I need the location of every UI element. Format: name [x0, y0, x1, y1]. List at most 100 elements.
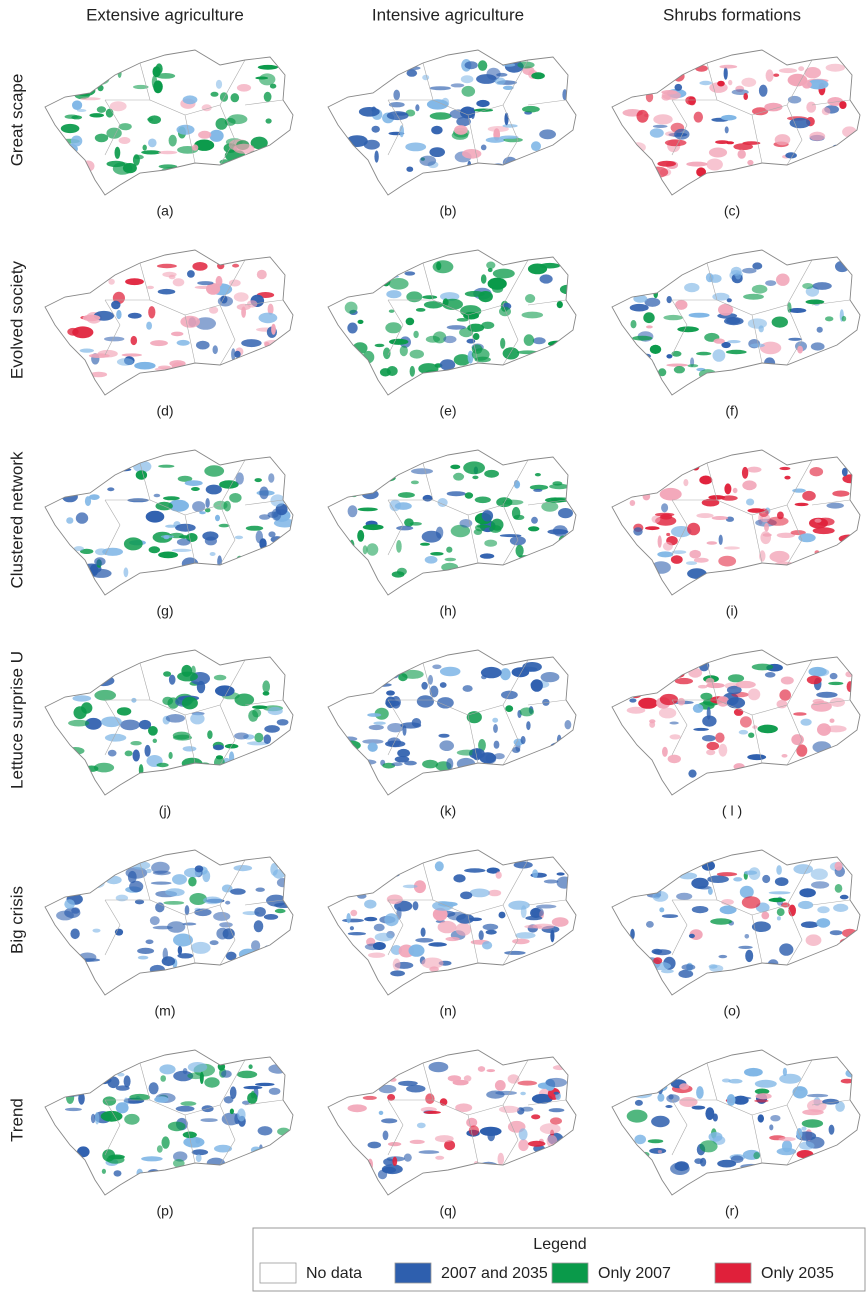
- patch: [173, 1159, 185, 1168]
- patch: [363, 139, 380, 150]
- patch: [138, 719, 152, 730]
- patch: [177, 953, 194, 959]
- patch: [389, 669, 400, 679]
- patch: [790, 530, 806, 536]
- patch: [150, 881, 172, 885]
- patch: [61, 491, 78, 503]
- patch: [183, 1136, 205, 1148]
- patch: [495, 871, 502, 879]
- patch: [114, 146, 121, 159]
- patch: [403, 1153, 412, 1162]
- patch: [372, 942, 386, 950]
- patch: [643, 312, 655, 324]
- province-border: [244, 99, 284, 106]
- patch: [544, 547, 559, 559]
- province-border: [422, 462, 479, 564]
- patch: [445, 936, 460, 942]
- patch: [176, 339, 190, 346]
- patch: [700, 692, 713, 701]
- patch: [150, 340, 168, 347]
- patch: [167, 921, 186, 933]
- patch: [194, 139, 215, 151]
- patch: [631, 769, 646, 780]
- patch: [724, 126, 729, 134]
- patch: [740, 1163, 763, 1170]
- patch: [548, 749, 569, 759]
- patch: [693, 111, 703, 123]
- patch: [121, 353, 142, 357]
- patch: [527, 163, 548, 168]
- patch: [455, 969, 464, 974]
- patch: [233, 143, 255, 154]
- patch: [633, 527, 643, 536]
- patch: [776, 1147, 797, 1156]
- patch: [500, 337, 506, 349]
- patch: [481, 510, 494, 522]
- patch: [362, 1095, 377, 1100]
- province-border: [219, 904, 236, 966]
- patch: [816, 918, 831, 928]
- patch: [144, 744, 151, 757]
- patch: [811, 881, 830, 889]
- patch: [686, 161, 708, 167]
- patch: [658, 269, 679, 281]
- patch: [387, 1094, 396, 1101]
- patch: [512, 565, 530, 571]
- patch: [657, 551, 674, 558]
- patch: [439, 359, 456, 371]
- patch: [368, 724, 384, 731]
- patch: [100, 667, 112, 673]
- patch: [70, 135, 83, 147]
- province-border: [502, 1104, 519, 1166]
- patch: [432, 664, 442, 670]
- panel-label: (e): [439, 403, 456, 419]
- patch: [156, 762, 169, 768]
- patch: [190, 713, 205, 725]
- patch: [450, 464, 461, 470]
- map-panel: [611, 449, 861, 596]
- patch: [658, 707, 677, 719]
- patch: [224, 566, 229, 576]
- patch: [402, 884, 418, 889]
- panel-label: (m): [155, 1003, 176, 1019]
- patch: [742, 267, 757, 274]
- patch: [449, 109, 467, 119]
- patch: [809, 131, 826, 141]
- patch: [761, 911, 770, 920]
- patch: [634, 1099, 643, 1106]
- patch: [688, 933, 695, 939]
- patch: [411, 718, 422, 728]
- patch: [392, 958, 401, 971]
- patch: [788, 308, 807, 313]
- patch: [751, 284, 768, 294]
- patch: [149, 916, 160, 926]
- patch: [130, 741, 142, 746]
- patch: [706, 749, 716, 756]
- patch: [60, 123, 80, 134]
- patch: [64, 1107, 82, 1112]
- patch: [825, 63, 845, 72]
- patch: [412, 901, 419, 911]
- patch: [196, 680, 206, 694]
- patch: [834, 884, 843, 893]
- patch: [94, 689, 116, 701]
- patch: [677, 326, 699, 333]
- province-border: [786, 504, 803, 566]
- patch: [366, 78, 375, 90]
- patch: [841, 467, 848, 477]
- patch: [532, 869, 538, 878]
- patch: [344, 301, 358, 314]
- patch: [739, 885, 754, 899]
- patch: [512, 938, 530, 945]
- patch: [341, 265, 357, 273]
- province-border: [527, 899, 567, 906]
- patch: [775, 565, 780, 569]
- patch: [801, 1126, 807, 1131]
- patch: [258, 312, 278, 324]
- map-panel: [327, 649, 577, 796]
- map-panel: [44, 849, 294, 996]
- patch: [250, 136, 268, 150]
- patch: [807, 1093, 829, 1098]
- patch: [89, 113, 104, 118]
- patch: [439, 666, 461, 677]
